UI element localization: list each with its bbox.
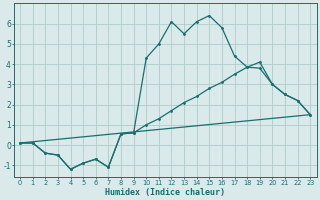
- X-axis label: Humidex (Indice chaleur): Humidex (Indice chaleur): [105, 188, 225, 197]
